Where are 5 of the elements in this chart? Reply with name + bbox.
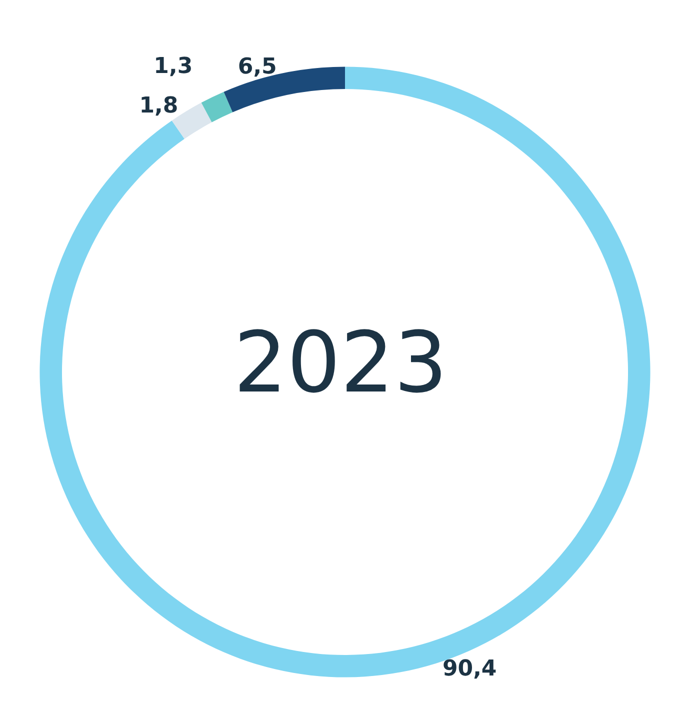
- data-label: 6,5: [238, 54, 277, 80]
- data-label: 1,8: [139, 94, 178, 119]
- data-label: 90,4: [442, 656, 497, 682]
- text: 2023: [234, 314, 448, 412]
- data-label: 1,3: [154, 54, 193, 79]
